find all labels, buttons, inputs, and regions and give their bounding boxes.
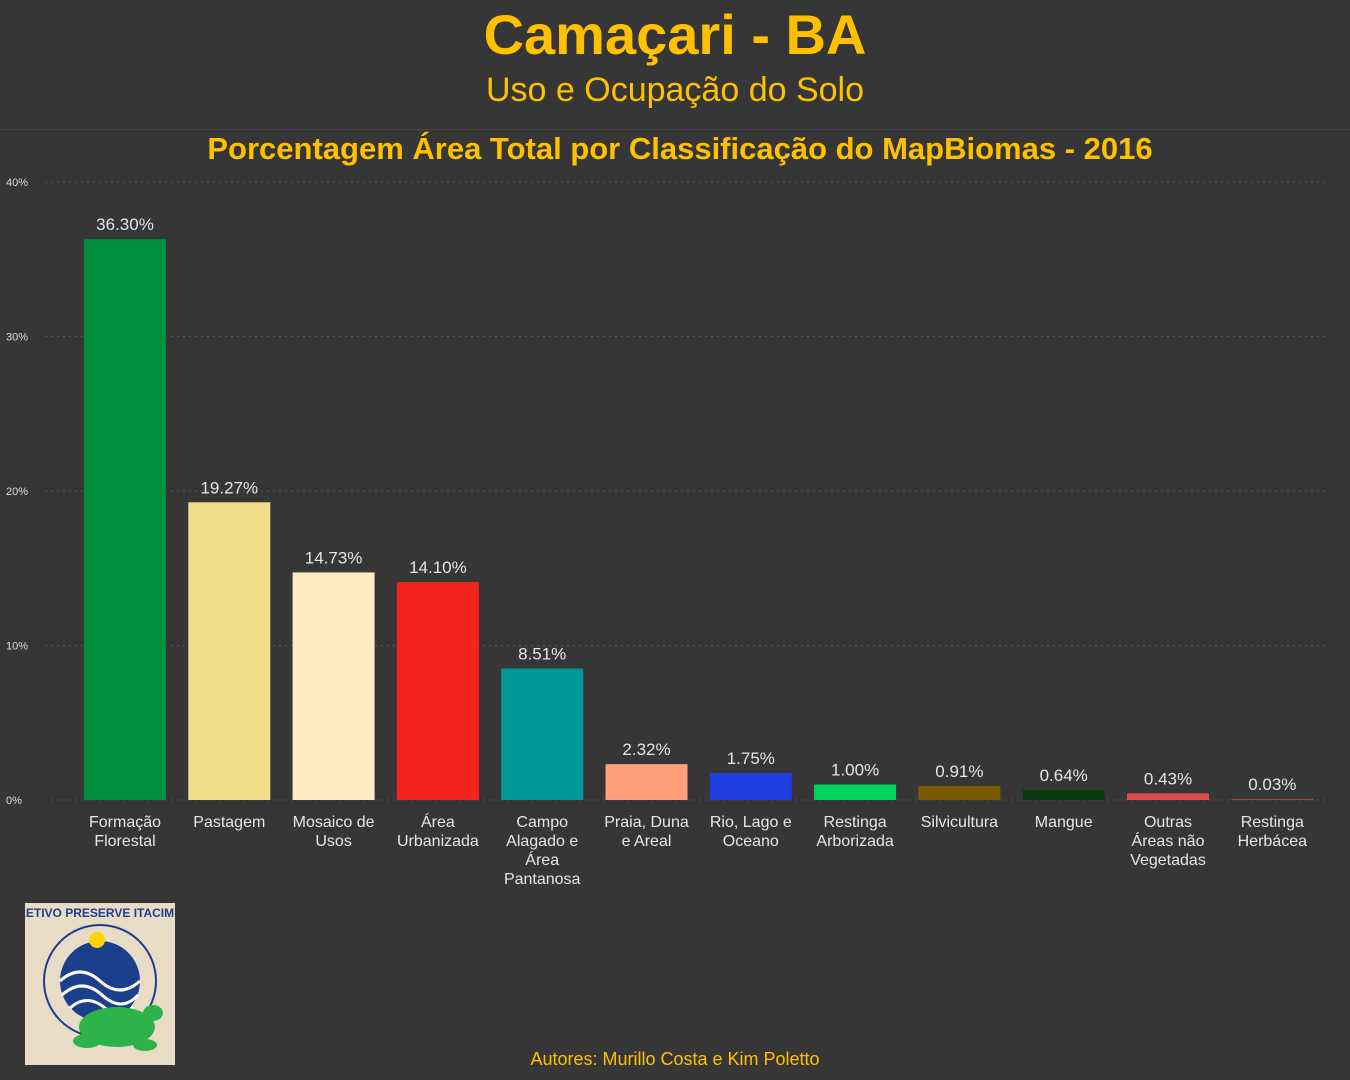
page-subtitle: Uso e Ocupação do Solo — [485, 71, 865, 109]
data-label: 0.03% — [1248, 775, 1296, 794]
data-label: 19.27% — [200, 478, 258, 497]
bar — [188, 502, 271, 800]
x-tick-label: Oceano — [723, 833, 779, 850]
x-tick-label: e Areal — [622, 833, 672, 850]
data-label: 8.51% — [518, 645, 566, 664]
x-tick-label: Florestal — [94, 833, 155, 850]
x-tick-label: Herbácea — [1238, 833, 1307, 850]
bar — [396, 582, 479, 800]
x-tick-label: Área — [525, 850, 559, 869]
x-tick-label: Praia, Duna — [604, 814, 689, 831]
data-label: 36.30% — [96, 215, 154, 234]
y-tick-label: 30% — [6, 332, 28, 344]
x-tick-label: Mangue — [1035, 814, 1093, 831]
sea-turtle-logo-icon: COLETIVO PRESERVE ITACIMIRIM — [1, 903, 199, 1065]
header-divider — [0, 129, 1350, 130]
logo-text: COLETIVO PRESERVE ITACIMIRIM — [25, 906, 175, 920]
x-tick-label: Outras — [1144, 814, 1192, 831]
x-tick-label: Restinga — [824, 814, 887, 831]
x-tick-label: Pastagem — [193, 814, 265, 831]
bar — [605, 764, 688, 800]
data-label: 0.91% — [935, 762, 983, 781]
x-tick-label: Mosaico de — [293, 814, 375, 831]
data-label: 14.73% — [305, 548, 363, 567]
x-tick-label: Rio, Lago e — [710, 814, 792, 831]
x-tick-label: Alagado e — [506, 833, 578, 850]
data-label: 0.64% — [1040, 766, 1088, 785]
y-tick-label: 10% — [6, 641, 28, 653]
y-tick-label: 0% — [6, 795, 22, 807]
x-tick-label: Pantanosa — [504, 871, 581, 888]
x-tick-label: Campo — [516, 814, 568, 831]
bar — [918, 785, 1001, 800]
data-label: 2.32% — [622, 740, 670, 759]
bar — [292, 572, 375, 800]
bar — [1022, 790, 1105, 800]
data-label: 1.00% — [831, 761, 879, 780]
x-tick-label: Usos — [315, 833, 351, 850]
x-tick-label: Arborizada — [816, 833, 893, 850]
bar — [709, 772, 792, 800]
x-tick-label: Área — [421, 812, 455, 831]
chart-title: Porcentagem Área Total por Classificação… — [207, 131, 1153, 166]
page-title: Camaçari - BA — [483, 3, 867, 66]
x-tick-label: Urbanizada — [397, 833, 479, 850]
x-tick-label: Vegetadas — [1130, 852, 1206, 869]
data-label: 14.10% — [409, 558, 467, 577]
logo-graphic: COLETIVO PRESERVE ITACIMIRIM — [1, 903, 199, 1065]
y-tick-label: 20% — [6, 486, 28, 498]
bar — [84, 239, 166, 801]
bar — [1231, 799, 1314, 800]
data-label: 0.43% — [1144, 769, 1192, 788]
bar — [814, 784, 897, 800]
data-label: 1.75% — [727, 749, 775, 768]
bar — [1127, 793, 1209, 800]
authors-credit: Autores: Murillo Costa e Kim Poletto — [530, 1049, 820, 1069]
x-tick-label: Formação — [89, 814, 161, 831]
x-tick-label: Silvicultura — [921, 814, 998, 831]
y-tick-label: 40% — [6, 177, 28, 189]
bar — [501, 668, 584, 800]
x-tick-label: Restinga — [1241, 814, 1304, 831]
x-tick-label: Áreas não — [1132, 831, 1205, 850]
